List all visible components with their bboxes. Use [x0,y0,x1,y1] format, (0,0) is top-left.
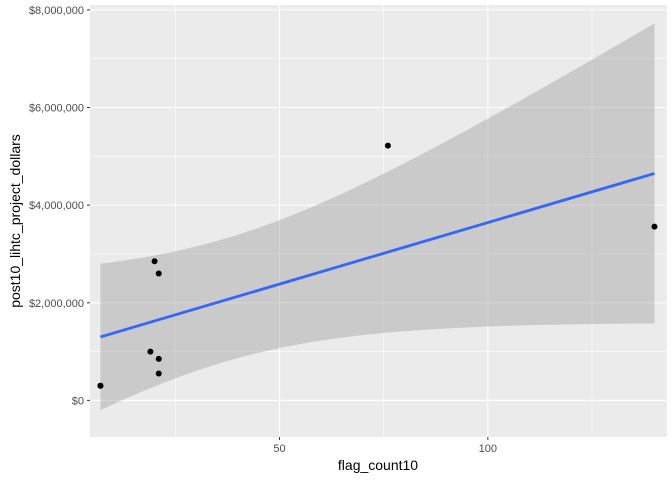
regression-line [100,172,655,339]
x-tick-label: 50 [273,443,285,455]
data-point [155,355,162,362]
data-point [651,223,658,230]
y-tick-label: $4,000,000 [29,200,84,212]
y-tick-label: $8,000,000 [29,5,84,17]
y-tick-label: $2,000,000 [29,298,84,310]
data-point [384,142,391,149]
y-tick-label: $6,000,000 [29,103,84,115]
data-point [155,370,162,377]
y-axis-ticks: $0 $2,000,000 $4,000,000 $6,000,000 $8,000,0… [29,5,90,407]
y-tick-label: $0 [72,395,84,407]
x-axis-title: flag_count10 [338,457,418,473]
data-point [97,382,104,389]
confidence-ribbon [100,23,655,411]
x-axis-ticks: 50 100 [273,437,497,455]
minor-gridlines [90,5,667,437]
data-point [151,258,158,265]
data-points [97,142,658,389]
y-axis-title: post10_lihtc_project_dollars [7,134,23,308]
confidence-band [100,23,655,411]
fit-line-layer [100,172,655,339]
major-gridlines [90,5,667,437]
x-tick-label: 100 [479,443,497,455]
data-point [147,348,154,355]
plot-panel [90,5,667,437]
data-point [155,270,162,277]
